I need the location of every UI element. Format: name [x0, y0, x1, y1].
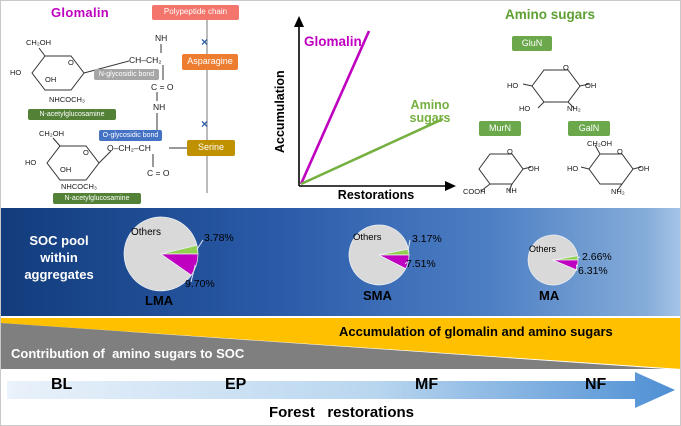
yellow-wedge-shape	[1, 318, 680, 369]
stage-arrow-section: BL EP MF NF Forest restorations	[1, 370, 680, 425]
ring-bottom-ho: HO	[25, 158, 37, 167]
murn-nh: NH	[506, 186, 517, 195]
glomalin-panel-title: Glomalin	[51, 5, 110, 20]
n-acetylglucosamine-box-bottom: N-acetylglucosamine	[53, 193, 141, 204]
chain-ch-ch2: CH–CH₂	[129, 55, 162, 65]
chain-c-o-bottom: C = O	[147, 168, 170, 178]
pie-sma-others-label: Others	[353, 232, 382, 243]
soc-pool-label: SOC pool within aggregates	[24, 233, 94, 282]
accumulation-chart-svg	[294, 16, 456, 191]
forest-restorations-caption: Forest restorations	[268, 404, 415, 421]
pie-sma-name: SMA	[363, 288, 392, 303]
pie-lma-name: LMA	[145, 293, 174, 308]
stage-nf: NF	[585, 376, 607, 393]
pie-lma-green-pct: 3.78%	[204, 232, 234, 244]
yellow-wedge-label: Accumulation of glomalin and amino sugar…	[339, 324, 613, 339]
serine-box: Serine	[187, 140, 235, 156]
ring-top-ch2oh: CH₂OH	[26, 38, 51, 47]
galn-o: O	[617, 147, 623, 156]
murn-box: MurN	[479, 121, 521, 136]
gray-wedge-label: Contribution of amino sugars to SOC	[11, 346, 245, 361]
glun-o: O	[563, 63, 569, 72]
ring-top-oh: OH	[45, 75, 57, 84]
glun-ho-left: HO	[507, 81, 519, 90]
glomalin-structure-svg	[31, 20, 208, 193]
galn-nh2: NH₂	[611, 187, 625, 196]
chain-o-ch2-ch: O–CH₂–CH	[107, 143, 151, 153]
ring-bottom-nhcoch3: NHCOCH₃	[61, 182, 97, 191]
ring-bottom-oh: OH	[60, 165, 72, 174]
n-acetylglucosamine-box-top: N-acetylglucosamine	[28, 109, 116, 120]
soc-banner: SOC pool within aggregates Others 3.78% …	[1, 208, 680, 316]
galn-box: GalN	[568, 121, 610, 136]
pie-lma-others-label: Others	[131, 227, 162, 238]
chain-nh-top: NH	[155, 33, 168, 43]
pie-ma-name: MA	[539, 288, 560, 303]
gray-wedge-shape	[1, 323, 666, 369]
chain-c-o-top: C = O	[151, 82, 174, 92]
galn-ho: HO	[567, 164, 579, 173]
murn-cooh: COOH	[463, 187, 486, 196]
chain-nh-mid: NH	[153, 102, 166, 112]
wedges-section: Accumulation of glomalin and amino sugar…	[1, 316, 680, 372]
o-glycosidic-bond-box: O-glycosidic bond	[99, 130, 162, 141]
pie-ma-others-label: Others	[529, 244, 557, 254]
aggregate-pies-svg	[123, 216, 581, 292]
galn-ch2oh: CH₂OH	[587, 139, 612, 148]
amino-structures-svg	[478, 69, 642, 192]
asparagine-box: Asparagine	[182, 54, 238, 70]
galn-oh: OH	[638, 164, 650, 173]
repeat-mark-bottom: ×	[201, 117, 209, 131]
n-glycosidic-bond-box: N-glycosidic bond	[94, 69, 159, 80]
series-label-glomalin: Glomalin	[304, 34, 362, 49]
stage-mf: MF	[415, 376, 439, 393]
chart-ylabel: Accumulation	[273, 70, 287, 154]
chart-xlabel: Restorations	[337, 188, 415, 202]
amino-sugars-title: Amino sugars	[505, 7, 596, 22]
stage-arrow-svg	[7, 372, 675, 408]
series-label-amino-sugars: Amino sugars	[409, 98, 451, 126]
pie-sma-magenta-pct: 7.51%	[406, 258, 436, 270]
ring-top-ho: HO	[10, 68, 22, 77]
murn-oh: OH	[528, 164, 540, 173]
glun-oh: OH	[585, 81, 597, 90]
ring-bottom-ch2oh: CH₂OH	[39, 129, 64, 138]
repeat-mark-top: ×	[201, 35, 209, 49]
glun-nh2: NH₂	[567, 104, 581, 113]
pie-lma-magenta-pct: 9.70%	[185, 278, 215, 290]
polypeptide-chain-box: Polypeptide chain	[152, 5, 239, 20]
pie-ma-magenta-pct: 6.31%	[578, 265, 608, 277]
glun-ho-bottom: HO	[519, 104, 531, 113]
restoration-arrow-shape	[7, 372, 675, 408]
pie-sma-green-pct: 3.17%	[412, 233, 442, 245]
wedges-svg	[1, 318, 680, 369]
pie-ma-green-pct: 2.66%	[582, 251, 612, 263]
ring-bottom-o: O	[83, 148, 89, 157]
ring-top-o: O	[68, 58, 74, 67]
ring-top-nhcoch3: NHCOCH₃	[49, 95, 85, 104]
stage-bl: BL	[51, 376, 73, 393]
murn-o: O	[507, 147, 513, 156]
glun-box: GluN	[512, 36, 552, 51]
stage-ep: EP	[225, 376, 247, 393]
